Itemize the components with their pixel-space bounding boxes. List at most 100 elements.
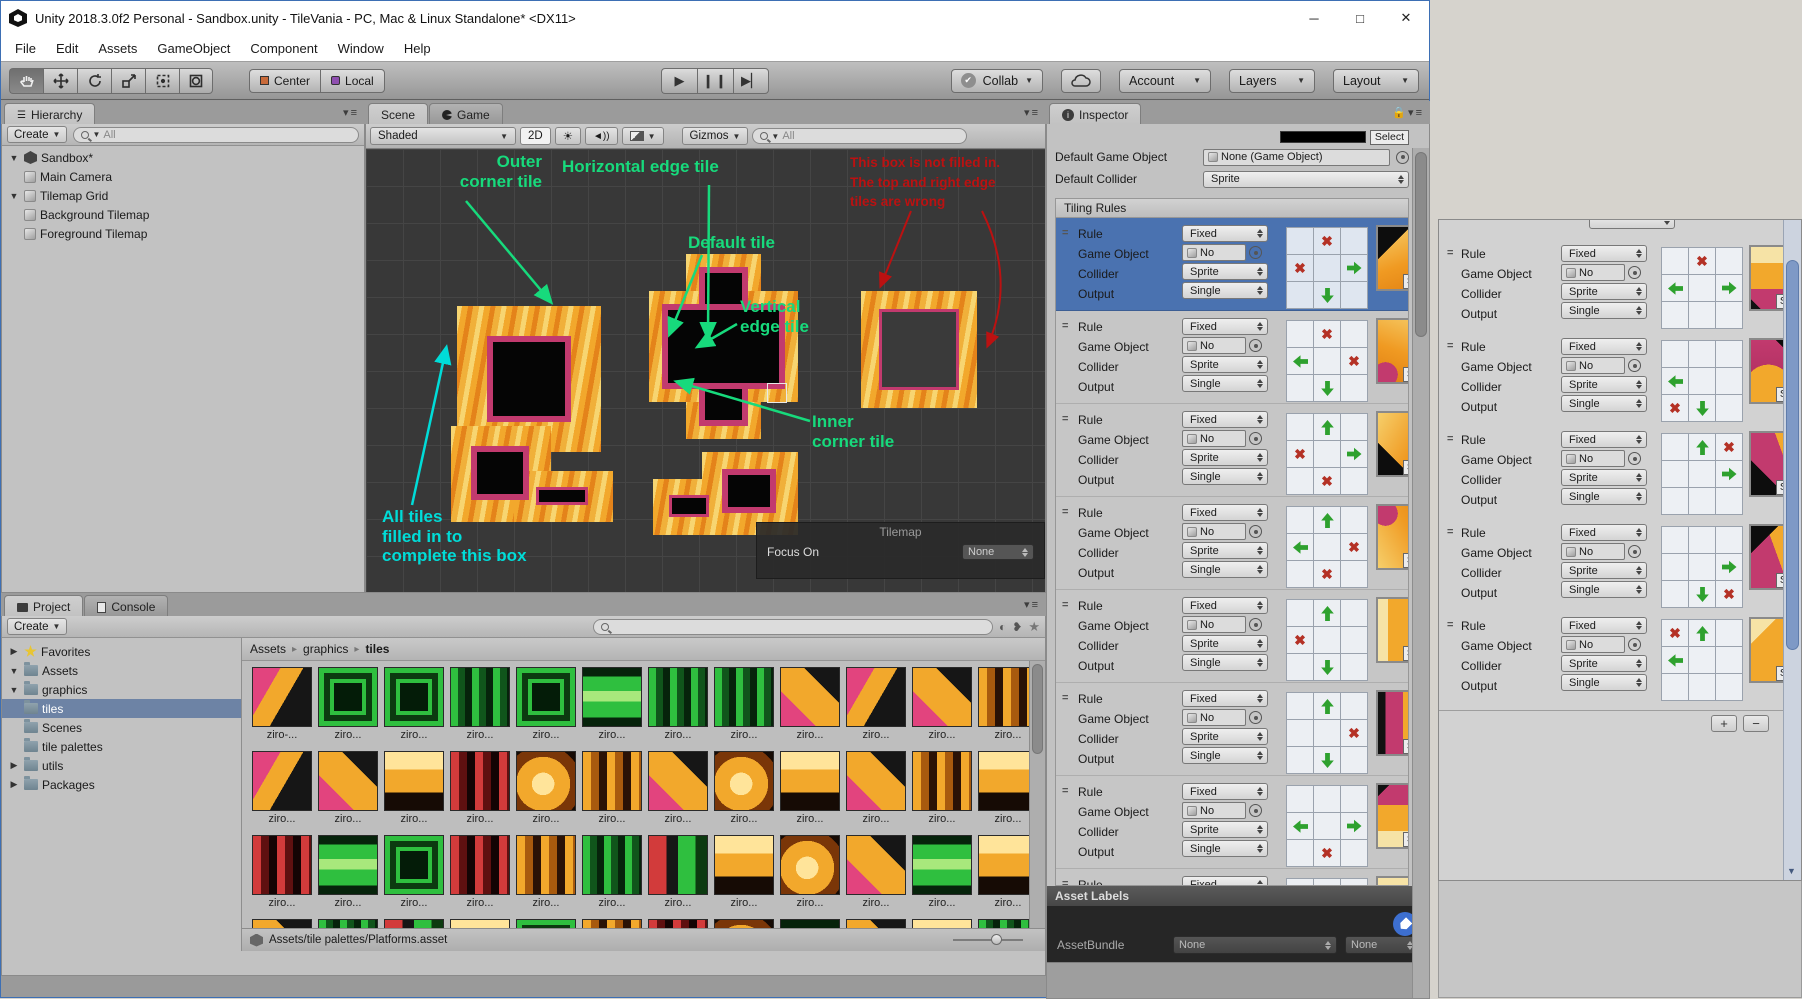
asset-item[interactable]: ziro...	[252, 835, 312, 919]
asset-item[interactable]: ziro...	[714, 919, 774, 928]
tiling-rule-row[interactable]: = Rule Game Object Collider Output Fixed…	[1056, 404, 1408, 497]
asset-item[interactable]: ziro...	[318, 667, 378, 751]
collab-dropdown[interactable]: ✔ Collab ▼	[950, 68, 1043, 93]
drag-handle-icon[interactable]: =	[1062, 413, 1069, 425]
rule-empty-cell[interactable]	[1287, 282, 1314, 309]
asset-item[interactable]: ziro...	[384, 835, 444, 919]
expand-arrow-icon[interactable]: ▶	[10, 646, 18, 656]
tile-selection-cursor[interactable]	[767, 383, 787, 403]
scrollbar-thumb[interactable]	[1032, 664, 1043, 754]
menu-assets[interactable]: Assets	[98, 40, 138, 56]
shading-mode-dropdown[interactable]: Shaded ▼	[370, 127, 516, 145]
asset-item[interactable]: ziro...	[516, 835, 576, 919]
asset-item[interactable]: ziro...	[912, 835, 972, 919]
rule-output-dropdown[interactable]: Single	[1561, 302, 1647, 319]
rule-collider-dropdown[interactable]: Sprite	[1182, 356, 1268, 373]
drag-handle-icon[interactable]: =	[1447, 340, 1454, 352]
asset-item[interactable]: ziro...	[648, 835, 708, 919]
object-picker-icon[interactable]	[1249, 618, 1262, 631]
default-collider-dropdown[interactable]: Sprite	[1203, 170, 1409, 188]
rule-game-object-field[interactable]: No	[1561, 543, 1625, 560]
rule-sprite-thumbnail[interactable]: Select	[1749, 524, 1783, 590]
scale-tool-button[interactable]	[111, 67, 145, 94]
rule-empty-cell[interactable]	[1287, 840, 1314, 867]
project-tree-item[interactable]: ▼ Assets	[2, 661, 241, 680]
asset-item[interactable]: ziro...	[582, 919, 642, 928]
rule-empty-cell[interactable]	[1287, 654, 1314, 681]
rule-empty-cell[interactable]	[1662, 248, 1689, 275]
rule-x-mark[interactable]: ✖	[1662, 620, 1689, 647]
neighbor-grid[interactable]: ✖	[1286, 692, 1368, 774]
rule-empty-cell[interactable]	[1341, 561, 1368, 588]
drag-handle-icon[interactable]: =	[1447, 433, 1454, 445]
rule-x-mark[interactable]: ✖	[1662, 395, 1689, 422]
rule-x-mark[interactable]: ✖	[1689, 248, 1716, 275]
asset-item[interactable]: ziro...	[912, 751, 972, 835]
asset-item[interactable]: ziro...	[912, 919, 972, 928]
menu-help[interactable]: Help	[403, 40, 431, 56]
rule-arrow-down[interactable]	[1689, 395, 1716, 422]
rule-empty-cell[interactable]	[1662, 434, 1689, 461]
tiling-rule-row[interactable]: = Rule Game Object Collider Output Fixed…	[1056, 218, 1408, 311]
asset-item[interactable]: ziro...	[846, 835, 906, 919]
rule-game-object-field[interactable]: No	[1182, 802, 1246, 819]
rule-type-dropdown[interactable]: Fixed	[1561, 524, 1647, 541]
rule-empty-cell[interactable]	[1716, 620, 1743, 647]
asset-item[interactable]: ziro...	[516, 667, 576, 751]
rule-arrow-up[interactable]	[1314, 507, 1341, 534]
rule-empty-cell[interactable]	[1716, 488, 1743, 515]
rule-arrow-up[interactable]	[1314, 600, 1341, 627]
rule-output-dropdown[interactable]: Single	[1182, 561, 1268, 578]
panel-menu-icon[interactable]: ▾≡	[1024, 599, 1040, 611]
preview-select-button[interactable]: Select	[1369, 129, 1409, 145]
sprite-select-button[interactable]: Select	[1402, 367, 1408, 382]
rule-sprite-thumbnail[interactable]: Select	[1376, 504, 1408, 570]
rule-empty-cell[interactable]	[1287, 747, 1314, 774]
asset-item[interactable]: ziro...	[978, 751, 1038, 835]
rule-sprite-thumbnail[interactable]: Select	[1749, 245, 1783, 311]
step-button[interactable]: ▶▏	[733, 67, 769, 94]
pause-button[interactable]: ❙❙	[697, 67, 733, 94]
object-picker-icon[interactable]	[1628, 266, 1641, 279]
scroll-down-icon[interactable]: ▼	[1787, 866, 1796, 876]
asset-item[interactable]: ziro...	[582, 835, 642, 919]
tiling-rule-row[interactable]: = Rule Game Object Collider Output Fixed…	[1056, 590, 1408, 683]
project-tree-item[interactable]: Scenes	[2, 718, 241, 737]
asset-item[interactable]: ziro...	[516, 751, 576, 835]
rule-empty-cell[interactable]	[1287, 561, 1314, 588]
neighbor-grid[interactable]: ✖	[1661, 247, 1743, 329]
expand-arrow-icon[interactable]: ▼	[9, 684, 19, 695]
rule-empty-cell[interactable]	[1287, 414, 1314, 441]
rule-empty-cell[interactable]	[1341, 600, 1368, 627]
asset-item[interactable]: ziro...	[648, 919, 708, 928]
tab-scene[interactable]: Scene	[368, 103, 429, 124]
asset-item[interactable]: ziro...	[384, 667, 444, 751]
rule-arrow-right[interactable]	[1341, 255, 1368, 282]
clipped-dropdown[interactable]	[1589, 220, 1675, 229]
asset-item[interactable]: ziro...	[846, 919, 906, 928]
2d-toggle-button[interactable]: 2D	[520, 127, 551, 145]
neighbor-grid[interactable]: ✖	[1286, 878, 1368, 885]
tiling-rule-row[interactable]: = Rule Game Object Collider Output Fixed…	[1439, 517, 1783, 610]
tiling-rule-row[interactable]: = Rule Game Object Collider Output Fixed…	[1056, 497, 1408, 590]
rule-empty-cell[interactable]	[1689, 275, 1716, 302]
rule-empty-cell[interactable]	[1716, 302, 1743, 329]
sprite-select-button[interactable]: Select	[1775, 387, 1783, 402]
transform-tool-button[interactable]	[179, 67, 213, 94]
rule-arrow-left[interactable]	[1662, 368, 1689, 395]
rule-arrow-right[interactable]	[1341, 441, 1368, 468]
rule-arrow-left[interactable]	[1287, 534, 1314, 561]
asset-item[interactable]: ziro...	[450, 751, 510, 835]
asset-item[interactable]: ziro...	[648, 751, 708, 835]
rule-output-dropdown[interactable]: Single	[1182, 654, 1268, 671]
menu-file[interactable]: File	[15, 40, 36, 56]
rule-empty-cell[interactable]	[1716, 647, 1743, 674]
expand-arrow-icon[interactable]: ▼	[9, 152, 19, 163]
rule-sprite-thumbnail[interactable]: Select	[1749, 431, 1783, 497]
rule-empty-cell[interactable]	[1287, 507, 1314, 534]
rule-empty-cell[interactable]	[1689, 488, 1716, 515]
object-picker-icon[interactable]	[1628, 452, 1641, 465]
rule-arrow-down[interactable]	[1314, 375, 1341, 402]
panel-menu-icon[interactable]: 🔒▾≡	[1392, 107, 1424, 119]
drag-handle-icon[interactable]: =	[1447, 526, 1454, 538]
